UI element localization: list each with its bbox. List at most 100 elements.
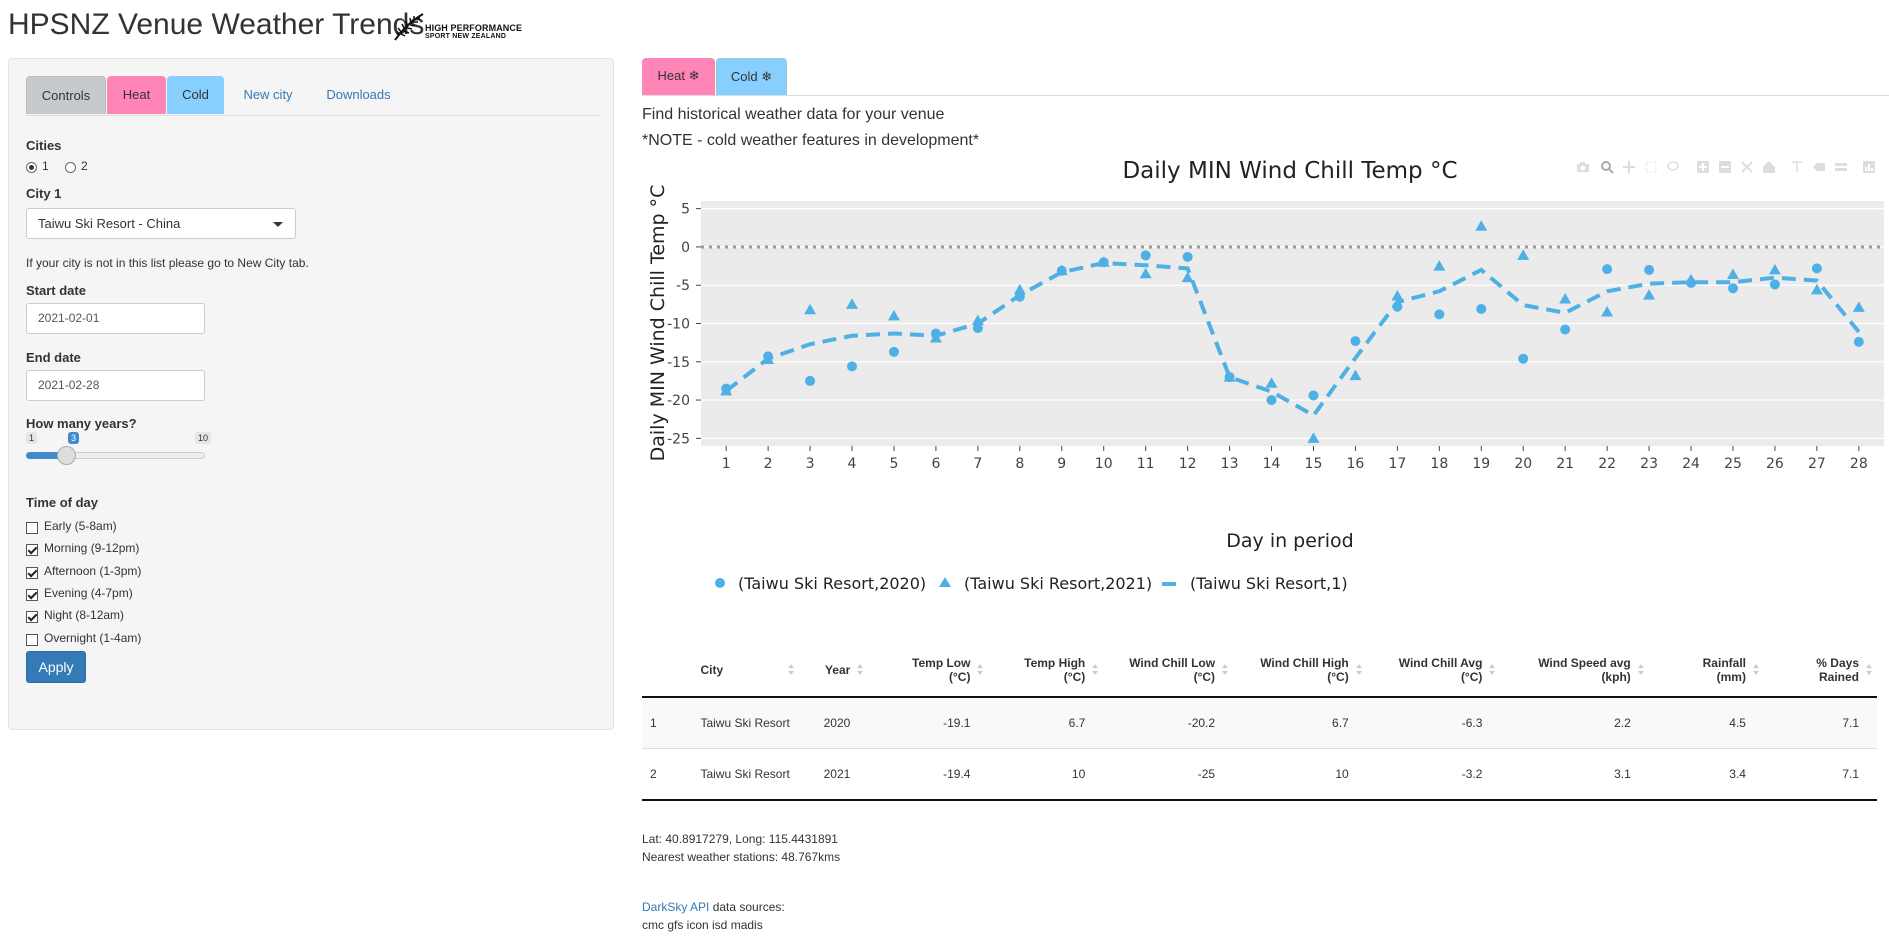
data-point-2021[interactable] <box>1726 268 1739 280</box>
data-point-2020[interactable] <box>1476 303 1487 314</box>
legend-item-2021[interactable]: (Taiwu Ski Resort,2021) <box>964 574 1152 593</box>
data-point-2020[interactable] <box>1727 283 1738 294</box>
lasso-select-icon[interactable] <box>1666 160 1680 174</box>
zoom-out-icon[interactable] <box>1718 160 1732 174</box>
data-point-2021[interactable] <box>887 309 900 321</box>
table-row[interactable]: 1 Taiwu Ski Resort 2020 -19.1 6.7 -20.2 6.7 -6.… <box>642 697 1877 749</box>
camera-icon[interactable] <box>1576 160 1590 174</box>
apply-button[interactable]: Apply <box>26 651 86 683</box>
tab-heat[interactable]: Heat <box>107 76 166 114</box>
time-option-checkbox[interactable] <box>26 544 38 557</box>
years-slider-handle[interactable] <box>57 446 76 465</box>
data-point-2020[interactable] <box>972 323 983 334</box>
data-point-2021[interactable] <box>846 298 859 309</box>
data-point-2021[interactable] <box>1307 432 1320 443</box>
zoom-icon[interactable] <box>1600 160 1614 174</box>
data-point-2021[interactable] <box>1601 306 1614 317</box>
data-point-2021[interactable] <box>720 384 733 396</box>
data-point-2020[interactable] <box>1853 336 1864 347</box>
data-point-2021[interactable] <box>1097 256 1110 267</box>
data-point-2021[interactable] <box>1433 260 1446 271</box>
sort-icon[interactable] <box>1355 664 1362 676</box>
autoscale-icon[interactable] <box>1740 160 1754 174</box>
data-point-2021[interactable] <box>1013 283 1026 295</box>
data-point-2021[interactable] <box>1685 273 1698 285</box>
tab-cold-main[interactable]: Cold ❄ <box>716 58 787 95</box>
sort-icon[interactable] <box>1092 664 1099 676</box>
data-point-2021[interactable] <box>1810 283 1823 295</box>
sort-icon[interactable] <box>977 664 984 676</box>
data-point-2020[interactable] <box>1518 353 1529 364</box>
time-option-checkbox[interactable] <box>26 611 38 624</box>
table-row[interactable]: 2 Taiwu Ski Resort 2021 -19.4 10 -25 10 -3.2 3.1… <box>642 748 1877 801</box>
data-point-2021[interactable] <box>1559 293 1572 304</box>
data-point-2021[interactable] <box>1643 289 1656 300</box>
data-point-2021[interactable] <box>1223 371 1236 382</box>
cities-radio-1[interactable] <box>26 162 37 173</box>
table-header-cell[interactable]: Wind Chill Low (°C) <box>1103 644 1234 698</box>
time-option-checkbox[interactable] <box>26 633 38 646</box>
data-point-2021[interactable] <box>1852 301 1865 312</box>
hover-compare-icon[interactable] <box>1834 160 1848 174</box>
data-point-2021[interactable] <box>1349 369 1362 381</box>
table-header-cell[interactable]: Wind Speed avg (kph) <box>1500 644 1649 698</box>
cities-radio-2[interactable] <box>65 162 76 173</box>
pan-icon[interactable] <box>1622 160 1636 174</box>
tab-downloads[interactable]: Downloads <box>326 87 391 102</box>
sort-icon[interactable] <box>1222 664 1229 676</box>
data-point-2020[interactable] <box>888 346 899 357</box>
data-point-2020[interactable] <box>1769 279 1780 290</box>
table-header-cell[interactable]: Temp High (°C) <box>988 644 1104 698</box>
data-point-2020[interactable] <box>805 375 816 386</box>
data-point-2020[interactable] <box>1434 309 1445 320</box>
sort-icon[interactable] <box>788 664 795 676</box>
data-point-2020[interactable] <box>1602 264 1613 275</box>
time-option-checkbox[interactable] <box>26 522 38 534</box>
tab-controls[interactable]: Controls <box>26 76 106 114</box>
data-point-2020[interactable] <box>1560 324 1571 335</box>
data-point-2020[interactable] <box>1392 301 1403 312</box>
table-header-cell[interactable]: Rainfall (mm) <box>1648 644 1764 698</box>
sort-icon[interactable] <box>1866 664 1872 676</box>
data-point-2021[interactable] <box>1139 267 1152 279</box>
data-point-2021[interactable] <box>1181 271 1194 283</box>
data-point-2021[interactable] <box>804 303 817 315</box>
start-date-input[interactable]: 2021-02-01 <box>26 303 205 334</box>
city1-select[interactable]: Taiwu Ski Resort - China <box>26 208 296 239</box>
data-point-2021[interactable] <box>1391 289 1404 301</box>
darksky-api-link[interactable]: DarkSky API <box>642 900 710 914</box>
time-option-checkbox[interactable] <box>26 566 38 579</box>
time-option-checkbox[interactable] <box>26 588 38 601</box>
table-header-cell[interactable]: % Days Rained <box>1763 644 1877 698</box>
data-point-2021[interactable] <box>1265 377 1278 388</box>
data-point-2021[interactable] <box>929 332 942 343</box>
sort-icon[interactable] <box>1489 664 1496 676</box>
sort-icon[interactable] <box>857 664 864 676</box>
data-point-2020[interactable] <box>1308 390 1319 401</box>
zoom-in-icon[interactable] <box>1696 160 1710 174</box>
data-point-2021[interactable] <box>971 314 984 325</box>
end-date-input[interactable]: 2021-02-28 <box>26 370 205 401</box>
data-point-2020[interactable] <box>1644 264 1655 275</box>
tab-cold[interactable]: Cold <box>167 76 224 114</box>
data-point-2021[interactable] <box>1517 249 1530 260</box>
data-point-2020[interactable] <box>1350 336 1361 347</box>
data-point-2021[interactable] <box>1055 264 1068 276</box>
data-point-2021[interactable] <box>762 353 775 364</box>
data-point-2021[interactable] <box>1768 263 1781 275</box>
data-point-2021[interactable] <box>1475 220 1488 231</box>
data-point-2020[interactable] <box>1140 250 1151 261</box>
table-header-cell[interactable]: Wind Chill Avg (°C) <box>1366 644 1501 698</box>
tab-new-city[interactable]: New city <box>243 87 293 102</box>
plotly-logo-icon[interactable] <box>1862 160 1876 174</box>
table-header-cell[interactable]: City <box>700 644 800 698</box>
data-point-2020[interactable] <box>847 361 858 372</box>
data-point-2020[interactable] <box>1811 263 1822 274</box>
hover-closest-icon[interactable] <box>1812 160 1826 174</box>
home-icon[interactable] <box>1762 160 1776 174</box>
tab-heat-main[interactable]: Heat ❄ <box>642 58 715 95</box>
sort-icon[interactable] <box>1637 664 1644 676</box>
legend-item-mean[interactable]: (Taiwu Ski Resort,1) <box>1190 574 1348 593</box>
table-header-cell[interactable]: Temp Low (°C) <box>868 644 989 698</box>
table-header-cell[interactable]: Wind Chill High (°C) <box>1233 644 1367 698</box>
